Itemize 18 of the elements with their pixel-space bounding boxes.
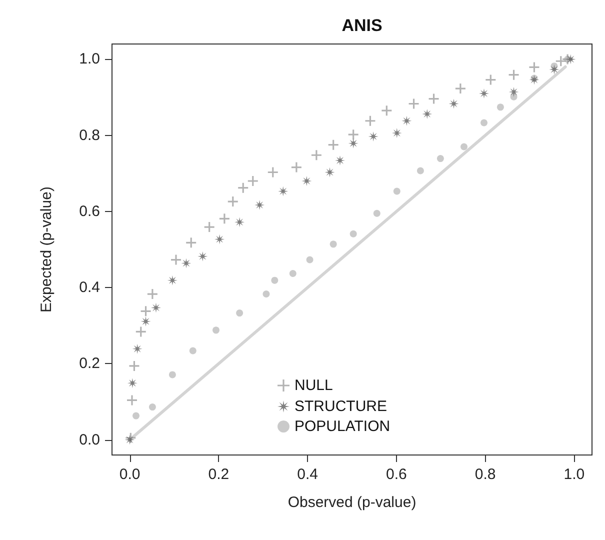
x-axis-title: Observed (p-value) [288,494,416,511]
legend-label: NULL [294,377,333,394]
y-tick-label: 0.6 [79,202,100,220]
y-tick-label: 0.4 [79,279,100,296]
x-tick-label: 0.6 [386,466,407,483]
x-tick-label: 0.4 [297,466,318,483]
legend-label: STRUCTURE [294,398,387,415]
y-tick-label: 1.0 [79,50,100,68]
y-axis-title: Expected (p-value) [38,186,55,312]
x-tick-label: 0.0 [119,466,140,483]
x-tick-label: 0.8 [474,466,496,483]
x-tick-label: 1.0 [564,466,585,483]
y-tick-label: 0.2 [79,355,100,372]
y-tick-label: 0.0 [79,431,100,448]
chart-title: ANIS [342,16,382,35]
x-tick-label: 0.2 [208,466,230,483]
legend-label: POPULATION [294,418,390,435]
y-tick-label: 0.8 [79,126,100,144]
